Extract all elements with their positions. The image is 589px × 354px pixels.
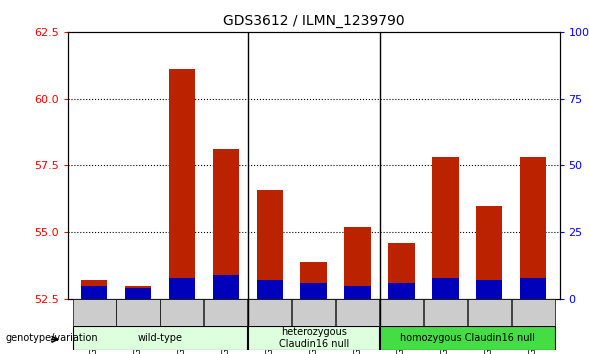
Bar [160, 299, 203, 326]
Bar [345, 286, 370, 299]
Bar [81, 286, 107, 299]
Bar [300, 283, 327, 299]
Bar [117, 299, 160, 326]
Bar [380, 299, 423, 326]
Text: homozygous Claudin16 null: homozygous Claudin16 null [400, 333, 535, 343]
Bar [81, 280, 107, 299]
Bar [432, 278, 459, 299]
Bar [345, 227, 370, 299]
Bar [257, 280, 283, 299]
Bar [424, 299, 467, 326]
Bar [432, 158, 459, 299]
Bar [388, 283, 415, 299]
Bar [168, 69, 195, 299]
Bar [257, 189, 283, 299]
Bar [300, 262, 327, 299]
Bar [125, 286, 151, 299]
Bar [204, 299, 247, 326]
Bar [388, 243, 415, 299]
Bar [248, 326, 379, 350]
Title: GDS3612 / ILMN_1239790: GDS3612 / ILMN_1239790 [223, 14, 405, 28]
Bar [476, 280, 502, 299]
Text: genotype/variation: genotype/variation [6, 333, 98, 343]
Bar [380, 326, 555, 350]
Bar [336, 299, 379, 326]
Bar [520, 158, 547, 299]
Text: wild-type: wild-type [137, 333, 183, 343]
Bar [476, 206, 502, 299]
Bar [213, 149, 239, 299]
Bar [168, 278, 195, 299]
Bar [125, 289, 151, 299]
Bar [512, 299, 555, 326]
Bar [292, 299, 335, 326]
Bar [72, 299, 115, 326]
Bar [213, 275, 239, 299]
Bar [520, 278, 547, 299]
Bar [468, 299, 511, 326]
Text: heterozygous
Claudin16 null: heterozygous Claudin16 null [279, 327, 349, 349]
Bar [72, 326, 247, 350]
Bar [248, 299, 291, 326]
